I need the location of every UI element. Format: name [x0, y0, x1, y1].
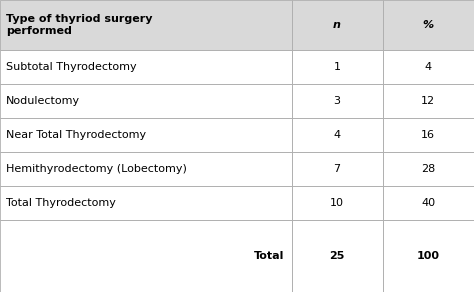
Bar	[383, 0, 474, 50]
Bar	[0, 186, 292, 220]
Bar	[383, 152, 474, 186]
Bar	[383, 84, 474, 118]
Bar	[383, 220, 474, 292]
Text: 16: 16	[421, 130, 435, 140]
Bar	[0, 220, 292, 292]
Bar	[0, 84, 292, 118]
Text: 4: 4	[424, 62, 432, 72]
Bar	[292, 118, 383, 152]
Bar	[383, 0, 474, 50]
Bar	[383, 84, 474, 118]
Text: Subtotal Thyrodectomy: Subtotal Thyrodectomy	[6, 62, 137, 72]
Text: 3: 3	[334, 96, 340, 106]
Text: Hemithyrodectomy (Lobectomy): Hemithyrodectomy (Lobectomy)	[6, 164, 187, 174]
Bar	[383, 118, 474, 152]
Bar	[383, 152, 474, 186]
Text: 25: 25	[329, 251, 345, 261]
Text: 7: 7	[333, 164, 341, 174]
Bar	[383, 186, 474, 220]
Bar	[292, 50, 383, 84]
Text: Near Total Thyrodectomy: Near Total Thyrodectomy	[6, 130, 146, 140]
Bar	[0, 220, 292, 292]
Bar	[0, 84, 292, 118]
Text: 100: 100	[417, 251, 439, 261]
Bar	[0, 0, 292, 50]
Bar	[383, 50, 474, 84]
Bar	[383, 118, 474, 152]
Bar	[292, 50, 383, 84]
Bar	[292, 0, 383, 50]
Bar	[0, 118, 292, 152]
Text: %: %	[422, 20, 434, 30]
Text: 4: 4	[333, 130, 341, 140]
Bar	[383, 220, 474, 292]
Bar	[0, 0, 292, 50]
Bar	[0, 152, 292, 186]
Bar	[292, 152, 383, 186]
Text: 40: 40	[421, 198, 435, 208]
Bar	[0, 118, 292, 152]
Bar	[0, 50, 292, 84]
Bar	[292, 186, 383, 220]
Text: Total: Total	[254, 251, 284, 261]
Bar	[0, 186, 292, 220]
Text: Total Thyrodectomy: Total Thyrodectomy	[6, 198, 116, 208]
Text: n: n	[333, 20, 341, 30]
Text: 10: 10	[330, 198, 344, 208]
Bar	[292, 84, 383, 118]
Bar	[292, 118, 383, 152]
Bar	[292, 84, 383, 118]
Bar	[383, 186, 474, 220]
Bar	[0, 50, 292, 84]
Text: 12: 12	[421, 96, 435, 106]
Bar	[292, 152, 383, 186]
Text: 28: 28	[421, 164, 435, 174]
Bar	[292, 220, 383, 292]
Text: Type of thyriod surgery
performed: Type of thyriod surgery performed	[6, 14, 152, 36]
Text: Nodulectomy: Nodulectomy	[6, 96, 80, 106]
Bar	[292, 186, 383, 220]
Bar	[292, 220, 383, 292]
Text: 1: 1	[334, 62, 340, 72]
Bar	[0, 152, 292, 186]
Bar	[383, 50, 474, 84]
Bar	[292, 0, 383, 50]
